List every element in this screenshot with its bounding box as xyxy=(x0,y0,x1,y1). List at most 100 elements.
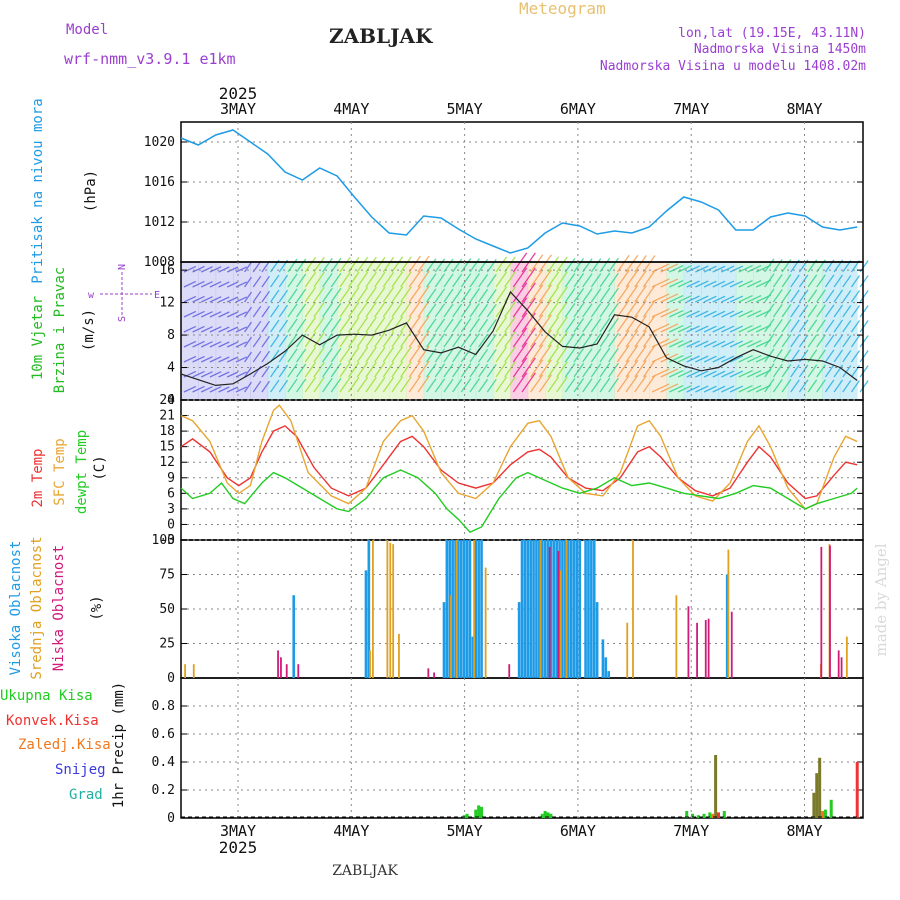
y-tick-label: -3 xyxy=(159,533,175,548)
wind-arrow xyxy=(252,305,262,318)
wind-arrow xyxy=(833,334,844,348)
wind-arrow xyxy=(651,338,670,348)
high-cloud-bar xyxy=(540,540,544,678)
wind-arrow xyxy=(400,376,412,393)
high-cloud-bar xyxy=(517,602,521,678)
wind-arrow xyxy=(703,340,717,348)
wind-arrow xyxy=(833,274,844,288)
high-cloud-bar xyxy=(448,540,452,678)
wind-arrow xyxy=(669,324,684,333)
wind-arrow xyxy=(200,356,213,363)
wind-arrow xyxy=(530,299,544,318)
low-cloud-bar xyxy=(704,620,707,678)
wind-arrow xyxy=(322,287,333,303)
wind-arrow xyxy=(408,300,422,318)
high-cloud-bar xyxy=(604,657,608,678)
wind-arrow xyxy=(391,376,404,393)
wind-arrow xyxy=(478,273,489,288)
wind-arrow xyxy=(183,280,197,288)
wind-arrow xyxy=(313,256,325,273)
wind-arrow xyxy=(842,275,852,288)
wind-arrow xyxy=(686,385,700,393)
wind-arrow xyxy=(183,310,197,318)
wind-arrow xyxy=(226,296,239,303)
wind-arrow xyxy=(434,258,446,273)
wind-arrow xyxy=(747,354,762,363)
wind-arrow xyxy=(521,297,536,318)
wind-arrow xyxy=(244,321,252,333)
wind-arrow xyxy=(521,342,536,363)
wind-arrow xyxy=(859,350,869,363)
wind-shade-segment xyxy=(458,262,477,400)
wind-arrow xyxy=(261,320,271,333)
wind-arrow xyxy=(686,355,700,363)
wind-arrow xyxy=(590,363,602,378)
x-tick-label-top: 4MAY xyxy=(333,100,369,118)
wind-arrow xyxy=(790,304,800,318)
wind-arrow xyxy=(521,357,536,378)
wind-arrow xyxy=(226,281,239,288)
wind-arrow xyxy=(738,354,753,363)
wind-arrow xyxy=(564,348,576,363)
wind-arrow xyxy=(764,363,775,378)
wind-arrow xyxy=(365,256,377,273)
wind-arrow xyxy=(807,379,818,393)
high-cloud-bar xyxy=(561,540,564,678)
wind-arrow xyxy=(642,315,656,333)
wind-arrow xyxy=(729,310,744,318)
wind-arrow xyxy=(330,287,342,303)
wind-arrow xyxy=(781,304,792,318)
wind-arrow xyxy=(824,334,835,348)
wind-arrow xyxy=(729,370,744,378)
wind-arrow xyxy=(278,304,289,318)
wind-shade-segment xyxy=(285,262,303,400)
wind-arrow xyxy=(564,363,576,378)
y-tick-label: 24 xyxy=(159,393,175,408)
product-title: Meteogram xyxy=(519,0,606,18)
low-cloud-bar xyxy=(829,545,831,678)
wind-arrow xyxy=(365,271,377,288)
mid-cloud-bar xyxy=(192,664,195,678)
wind-arrow xyxy=(772,289,783,303)
wind-arrow xyxy=(356,301,369,318)
wind-arrow xyxy=(504,331,516,348)
wind-arrow xyxy=(460,258,472,273)
wind-arrow xyxy=(608,332,619,348)
wind-arrow xyxy=(495,346,508,363)
cloud-unit: (%) xyxy=(89,595,105,620)
high-cloud-bar xyxy=(584,540,587,678)
wind-arrow xyxy=(252,380,262,393)
wind-arrow xyxy=(452,318,463,333)
wind-arrow xyxy=(391,316,404,333)
wind-arrow xyxy=(304,346,317,363)
wind-arrow xyxy=(400,346,412,363)
wind-arrow xyxy=(824,304,835,318)
wind-arrow xyxy=(374,346,386,363)
wind-arrow xyxy=(339,376,351,393)
wind-arrow xyxy=(434,363,446,378)
wind-arrow xyxy=(460,303,472,318)
wind-arrow xyxy=(616,374,630,393)
wind-arrow xyxy=(547,346,560,363)
wind-arrow xyxy=(200,266,213,273)
wind-direction-legend: w N E S xyxy=(88,264,160,322)
wind-arrow xyxy=(712,355,726,363)
wind-arrow xyxy=(625,374,639,393)
wind-arrow xyxy=(564,333,576,348)
wind-arrow xyxy=(200,296,213,303)
wind-arrow xyxy=(521,312,536,333)
wind-arrow xyxy=(218,356,230,363)
wind-arrow xyxy=(252,350,262,363)
wind-arrow xyxy=(625,329,639,348)
wind-arrow xyxy=(339,346,351,363)
wind-arrow xyxy=(382,256,395,273)
wind-arrow xyxy=(434,333,446,348)
y-tick-label: 4 xyxy=(167,361,175,376)
total-precip-bar xyxy=(540,813,544,818)
wind-arrow xyxy=(703,325,717,333)
wind-shade-segment xyxy=(787,262,806,400)
wind-arrow xyxy=(434,348,446,363)
wind-arrow xyxy=(764,258,775,273)
wind-arrow xyxy=(859,305,869,318)
wind-arrow xyxy=(339,301,351,318)
